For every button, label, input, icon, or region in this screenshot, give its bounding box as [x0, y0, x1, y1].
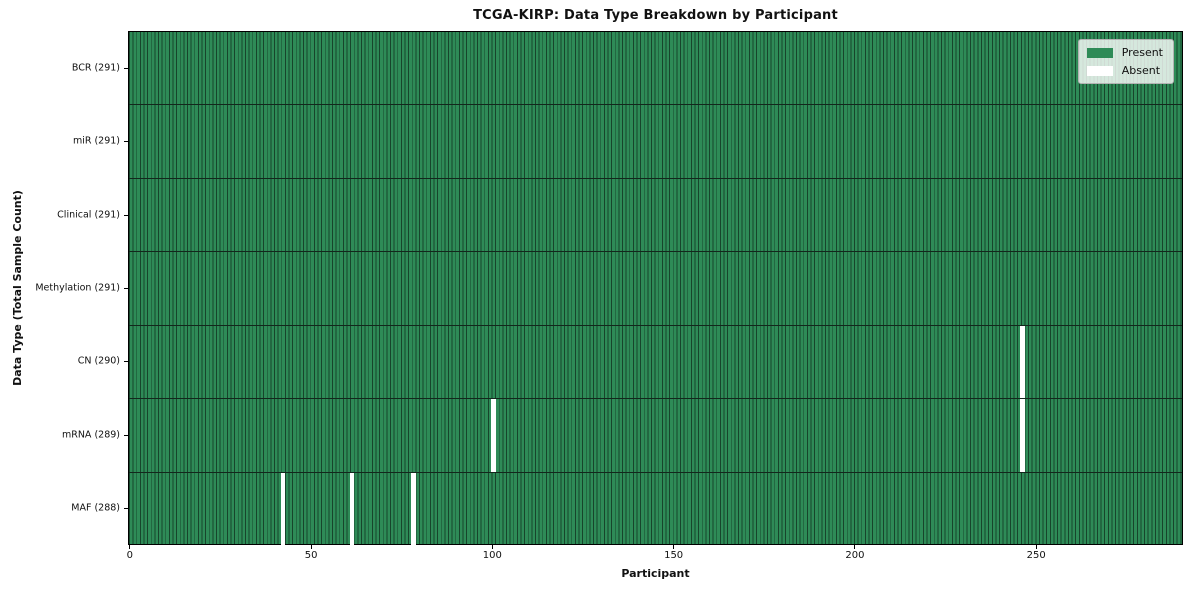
y-tick-mark: [124, 141, 128, 143]
legend-label-absent: Absent: [1121, 64, 1161, 77]
x-tick-label-250: 250: [1026, 550, 1046, 561]
chart-title: TCGA-KIRP: Data Type Breakdown by Partic…: [473, 8, 838, 23]
y-tick-label-Methylation: Methylation (291): [35, 282, 120, 294]
absent-gap-MAF-42: [280, 472, 286, 546]
x-axis-label: Participant: [621, 567, 690, 580]
y-tick-label-Clinical: Clinical (291): [57, 209, 120, 221]
absent-gap-mRNA-246: [1020, 399, 1026, 472]
y-tick-label-MAF: MAF (288): [71, 502, 120, 514]
absent-gap-mRNA-100: [490, 399, 496, 472]
x-tick-mark: [854, 545, 856, 549]
x-tick-mark: [310, 545, 312, 549]
row-mRNA: [129, 399, 1182, 473]
row-Methylation: [129, 252, 1182, 326]
absent-gap-MAF-78: [411, 472, 416, 546]
y-tick-mark: [124, 67, 128, 69]
legend-label-present: Present: [1121, 46, 1163, 59]
row-MAF: [129, 472, 1182, 546]
x-tick-mark: [129, 545, 131, 549]
x-tick-mark: [491, 545, 493, 549]
legend-entry-present: Present: [1086, 46, 1163, 59]
x-tick-label-0: 0: [126, 550, 133, 561]
plot-area: Present Absent: [128, 31, 1183, 546]
y-tick-mark: [124, 508, 128, 510]
y-tick-mark: [124, 288, 128, 289]
legend: Present Absent: [1077, 39, 1174, 84]
y-tick-label-mRNA: mRNA (289): [61, 429, 120, 441]
x-tick-mark: [673, 545, 675, 549]
row-CN: [129, 325, 1182, 400]
row-miR: [129, 105, 1182, 179]
legend-swatch-present: [1086, 47, 1113, 58]
x-tick-label-150: 150: [664, 550, 684, 561]
row-Clinical: [129, 179, 1182, 253]
row-BCR: [129, 32, 1182, 106]
x-tick-label-50: 50: [304, 550, 318, 561]
y-tick-label-CN: CN (290): [77, 355, 120, 367]
y-tick-mark: [124, 361, 128, 363]
y-tick-mark: [124, 214, 128, 216]
legend-swatch-absent: [1086, 65, 1113, 76]
x-tick-label-200: 200: [845, 550, 865, 561]
y-tick-mark: [124, 434, 128, 436]
legend-entry-absent: Absent: [1086, 64, 1163, 77]
x-tick-label-100: 100: [482, 550, 502, 561]
y-tick-label-miR: miR (291): [72, 135, 120, 147]
x-tick-mark: [1035, 545, 1037, 549]
absent-gap-MAF-61: [349, 472, 355, 546]
absent-gap-CN-246: [1020, 325, 1026, 399]
y-tick-label-BCR: BCR (291): [71, 62, 120, 74]
